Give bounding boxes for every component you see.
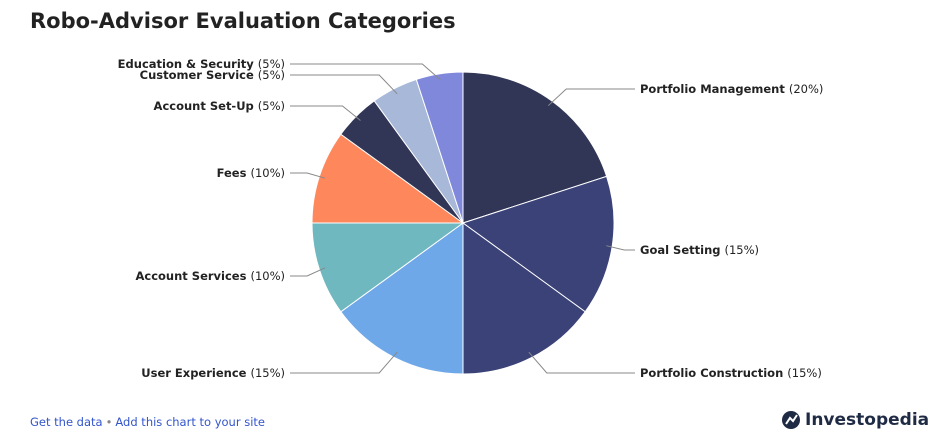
slice-label: User Experience (15%) (141, 366, 285, 380)
leader-line (290, 351, 398, 374)
category-name: Account Set-Up (154, 99, 254, 113)
category-name: Portfolio Construction (640, 366, 783, 380)
leader-line (290, 63, 441, 81)
leader-line (528, 351, 635, 374)
slice-label: Goal Setting (15%) (640, 243, 759, 257)
value-label: (15%) (787, 366, 822, 380)
category-name: Fees (217, 166, 247, 180)
slice-label: Customer Service (5%) (140, 68, 285, 82)
category-name: Customer Service (140, 68, 254, 82)
leader-line (290, 74, 398, 95)
value-label: (20%) (789, 82, 824, 96)
separator: • (106, 415, 113, 429)
category-name: Education & Security (118, 57, 255, 71)
pie-slice (311, 222, 465, 313)
leader-line (290, 172, 326, 179)
leader-line (606, 245, 635, 251)
value-label: (15%) (250, 366, 285, 380)
leader-line (547, 88, 635, 107)
slice-label: Portfolio Management (20%) (640, 82, 823, 96)
pie-slice (462, 71, 608, 224)
value-label: (5%) (258, 68, 285, 82)
brand: Investopedia (805, 410, 929, 430)
footer-links: Get the data • Add this chart to your site (30, 415, 265, 429)
brand-logo: Investopedia (782, 410, 929, 430)
pie-slice (340, 222, 464, 375)
category-name: Goal Setting (640, 243, 720, 257)
chart-title: Robo-Advisor Evaluation Categories (30, 9, 456, 33)
link[interactable]: Get the data (30, 415, 103, 429)
value-label: (10%) (250, 269, 285, 283)
slice-label: Account Services (10%) (135, 269, 285, 283)
category-name: Portfolio Management (640, 82, 785, 96)
leader-line (290, 105, 361, 121)
value-label: (10%) (250, 166, 285, 180)
value-label: (5%) (258, 99, 285, 113)
value-label: (15%) (724, 243, 759, 257)
link[interactable]: Add this chart to your site (115, 415, 265, 429)
value-label: (5%) (258, 57, 285, 71)
slice-label: Fees (10%) (217, 166, 285, 180)
slice-label: Portfolio Construction (15%) (640, 366, 822, 380)
pie: Portfolio Management (20%) Goal Setting (15… (118, 57, 824, 380)
pie-slice (462, 222, 586, 375)
category-name: User Experience (141, 366, 246, 380)
slice-label: Account Set-Up (5%) (154, 99, 285, 113)
pie-slice (415, 71, 464, 224)
leader-line (290, 267, 326, 277)
slice-label: Education & Security (5%) (118, 57, 285, 71)
category-name: Account Services (135, 269, 246, 283)
